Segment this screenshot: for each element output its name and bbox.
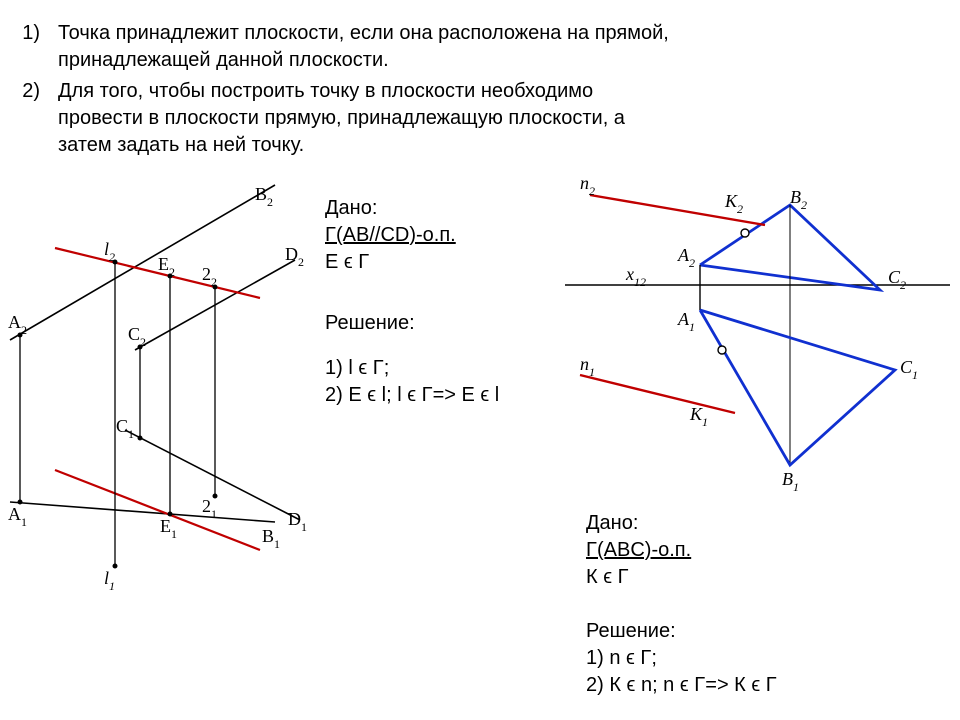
right-diagram: n2 n1 K2 K1 B2 B1 A2 A1 C2 C1 x12	[560, 165, 960, 505]
list-num-2: 2)	[0, 78, 58, 105]
given-line: E ϵ Γ	[325, 249, 575, 276]
solution-step: 1) l ϵ Γ;	[325, 355, 575, 382]
svg-text:n2: n2	[580, 173, 595, 198]
svg-text:K1: K1	[689, 404, 708, 429]
list-line: провести в плоскости прямую, принадлежащ…	[58, 105, 940, 132]
svg-text:K2: K2	[724, 191, 743, 216]
given-heading: Дано:	[325, 195, 575, 222]
svg-text:C2: C2	[888, 267, 906, 292]
svg-text:A2: A2	[677, 245, 695, 270]
right-problem-given: Дано: Γ(ABC)-о.п. К ϵ Γ	[586, 510, 916, 591]
svg-text:A1: A1	[8, 504, 27, 529]
svg-text:D2: D2	[285, 244, 304, 269]
solution-heading: Решение:	[325, 310, 575, 337]
given-line: Γ(ABC)-о.п.	[586, 537, 916, 564]
solution-step: 2) E ϵ l; l ϵ Γ=> E ϵ l	[325, 382, 575, 409]
list-line: принадлежащей данной плоскости.	[58, 47, 940, 74]
list-item-1: 1)Точка принадлежит плоскости, если она …	[0, 20, 940, 74]
svg-text:D1: D1	[288, 509, 307, 534]
left-problem-solution: Решение: 1) l ϵ Γ; 2) E ϵ l; l ϵ Γ=> E ϵ…	[325, 310, 575, 409]
right-problem-solution: Решение: 1) n ϵ Γ; 2) К ϵ n; n ϵ Γ=> К ϵ…	[586, 618, 926, 699]
svg-text:C1: C1	[900, 357, 918, 382]
svg-text:A1: A1	[677, 309, 695, 334]
list-line: Для того, чтобы построить точку в плоско…	[58, 80, 593, 102]
list-item-2: 2)Для того, чтобы построить точку в плос…	[0, 78, 940, 159]
left-diagram: A2 B2 C2 D2 A1 B1 C1 D1 l2 l1 E2 E1 22 2…	[0, 180, 330, 610]
svg-text:A2: A2	[8, 312, 27, 337]
given-line: К ϵ Γ	[586, 564, 916, 591]
svg-text:B1: B1	[262, 526, 280, 551]
solution-heading: Решение:	[586, 618, 926, 645]
given-line: Γ(AB//CD)-о.п.	[325, 222, 575, 249]
svg-text:B1: B1	[782, 469, 799, 494]
left-problem-given: Дано: Γ(AB//CD)-о.п. E ϵ Γ	[325, 195, 575, 276]
solution-step: 2) К ϵ n; n ϵ Γ=> К ϵ Γ	[586, 672, 926, 699]
list-num-1: 1)	[0, 20, 58, 47]
list-line: Точка принадлежит плоскости, если она ра…	[58, 22, 669, 44]
solution-step: 1) n ϵ Γ;	[586, 645, 926, 672]
svg-text:l1: l1	[104, 568, 115, 593]
svg-text:C2: C2	[128, 324, 146, 349]
list-line: затем задать на ней точку.	[58, 132, 940, 159]
given-heading: Дано:	[586, 510, 916, 537]
svg-text:E1: E1	[160, 516, 177, 541]
svg-text:C1: C1	[116, 416, 134, 441]
